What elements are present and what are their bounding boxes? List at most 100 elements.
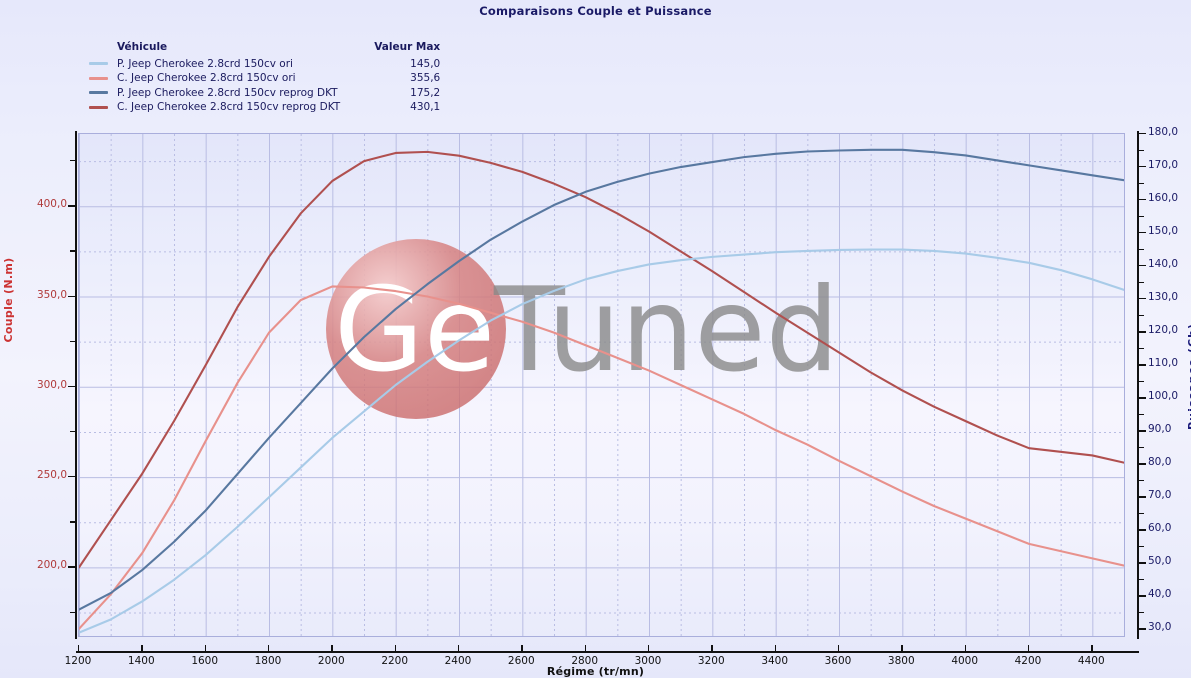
y-axis-left-tick xyxy=(70,160,75,162)
y-axis-right-tick xyxy=(1139,562,1146,564)
y-axis-right-tick xyxy=(1139,298,1146,300)
y-axis-right-tick-label: 90,0 xyxy=(1148,423,1172,436)
y-axis-right-tick xyxy=(1139,364,1146,366)
y-axis-right-tick-label: 140,0 xyxy=(1148,258,1179,271)
legend-table: Véhicule Valeur Max P. Jeep Cherokee 2.8… xyxy=(89,40,440,115)
legend-series-label: P. Jeep Cherokee 2.8crd 150cv reprog DKT xyxy=(117,86,338,99)
y-axis-right-tick xyxy=(1139,347,1144,350)
curves-layer xyxy=(79,148,1124,634)
y-axis-right-tick xyxy=(1139,182,1144,184)
y-axis-left-tick-label: 300,0 xyxy=(36,378,67,391)
x-axis-tick xyxy=(331,645,333,652)
y-axis-left-line xyxy=(75,131,77,639)
y-axis-left-tick-label: 200,0 xyxy=(36,559,67,572)
legend-swatch-cell xyxy=(89,57,117,72)
y-axis-left-tick-label: 350,0 xyxy=(36,288,67,301)
y-axis-right-tick-label: 40,0 xyxy=(1148,588,1172,601)
x-axis-tick-label: 4200 xyxy=(1014,655,1042,667)
legend-header-max: Valeur Max xyxy=(374,41,441,53)
y-axis-right-tick-label: 80,0 xyxy=(1148,456,1172,469)
x-axis-tick-label: 4000 xyxy=(951,655,979,667)
y-axis-right-tick xyxy=(1139,314,1144,316)
legend-color-swatch xyxy=(89,62,108,66)
x-axis-tick xyxy=(1091,645,1093,652)
legend-row[interactable]: C. Jeep Cherokee 2.8crd 150cv reprog DKT… xyxy=(89,100,440,115)
x-axis-tick-label: 1200 xyxy=(64,655,92,667)
y-axis-right-tick-label: 60,0 xyxy=(1148,522,1172,535)
legend-swatch-cell xyxy=(89,100,117,115)
y-axis-right-tick xyxy=(1139,133,1146,135)
y-axis-right-tick xyxy=(1139,149,1144,151)
x-axis-tick-label: 1400 xyxy=(127,655,155,667)
legend-swatch-cell xyxy=(89,71,117,86)
y-axis-right-tick xyxy=(1139,595,1146,597)
y-axis-right-tick-label: 120,0 xyxy=(1148,324,1179,337)
y-axis-right-tick xyxy=(1139,281,1144,283)
x-axis-tick-label: 1800 xyxy=(254,655,282,667)
y-axis-right-tick xyxy=(1139,545,1144,548)
page-title: Comparaisons Couple et Puissance xyxy=(479,4,712,18)
x-axis-tick-label: 1600 xyxy=(191,655,219,667)
y-axis-right-tick xyxy=(1139,413,1144,416)
y-axis-right-tick-label: 170,0 xyxy=(1148,159,1179,171)
y-axis-right-tick-label: 130,0 xyxy=(1148,291,1179,304)
x-axis-tick xyxy=(141,645,143,652)
y-axis-right-tick xyxy=(1139,463,1146,465)
x-axis-tick xyxy=(521,645,523,652)
y-axis-right-tick xyxy=(1139,199,1146,201)
x-axis-tick xyxy=(648,645,650,652)
y-axis-left-tick xyxy=(70,521,75,523)
y-axis-right-tick xyxy=(1139,446,1144,449)
x-axis-tick-label: 3800 xyxy=(887,655,915,667)
x-axis-tick xyxy=(711,645,713,652)
y-axis-left-tick xyxy=(70,611,75,613)
x-axis-tick xyxy=(394,645,397,652)
y-axis-right-tick-label: 70,0 xyxy=(1148,489,1172,502)
legend-header-vehicle: Véhicule xyxy=(117,41,168,53)
legend-row[interactable]: P. Jeep Cherokee 2.8crd 150cv ori 145,0 xyxy=(89,57,440,72)
x-axis-tick xyxy=(584,645,587,652)
y-axis-left-tick xyxy=(68,385,75,388)
x-axis-tick xyxy=(901,645,903,652)
y-axis-left-tick xyxy=(70,250,75,252)
y-axis-right-tick-label: 110,0 xyxy=(1148,357,1179,370)
y-axis-right-tick xyxy=(1139,331,1146,333)
x-axis-tick xyxy=(1028,645,1030,652)
y-axis-right-tick xyxy=(1139,265,1146,267)
x-axis-title: Régime (tr/mn) xyxy=(546,665,645,678)
y-axis-right-tick-label: 160,0 xyxy=(1148,192,1179,205)
y-axis-right-tick xyxy=(1139,166,1146,168)
x-axis-tick xyxy=(268,645,270,652)
y-axis-right-tick xyxy=(1139,232,1146,234)
x-axis-tick xyxy=(204,645,207,652)
y-axis-right-tick xyxy=(1139,479,1144,482)
y-axis-right-tick xyxy=(1139,578,1144,581)
x-axis-line xyxy=(76,651,1139,653)
legend-series-label: P. Jeep Cherokee 2.8crd 150cv ori xyxy=(117,57,293,70)
y-axis-right-tick-label: 50,0 xyxy=(1148,555,1172,568)
legend-row[interactable]: C. Jeep Cherokee 2.8crd 150cv ori 355,6 xyxy=(89,71,440,86)
x-axis-tick-label: 2200 xyxy=(381,655,409,667)
x-axis-tick-label: 3400 xyxy=(761,655,789,667)
legend-row[interactable]: P. Jeep Cherokee 2.8crd 150cv reprog DKT… xyxy=(89,86,440,101)
y-axis-left-tick-label: 400,0 xyxy=(36,198,67,211)
legend-swatch-cell xyxy=(89,86,117,101)
y-axis-right-tick-label: 100,0 xyxy=(1148,390,1179,403)
y-axis-right-tick xyxy=(1139,397,1146,399)
y-axis-right-tick xyxy=(1139,512,1144,515)
legend-series-max: 355,6 xyxy=(410,72,441,84)
x-axis-tick-label: 2000 xyxy=(317,655,345,667)
legend-series-label: C. Jeep Cherokee 2.8crd 150cv ori xyxy=(117,72,296,84)
legend-series-max: 175,2 xyxy=(410,86,441,99)
x-axis-tick-label: 2800 xyxy=(571,655,599,667)
legend-color-swatch xyxy=(89,105,108,109)
x-axis-tick-label: 2400 xyxy=(444,655,472,667)
x-axis-tick xyxy=(458,645,460,652)
legend-color-swatch xyxy=(89,76,108,80)
x-axis-tick xyxy=(78,645,80,652)
y-axis-right-tick xyxy=(1139,496,1146,498)
y-axis-right-tick-label: 180,0 xyxy=(1148,126,1179,138)
y-axis-right-tick xyxy=(1139,529,1146,531)
y-axis-right-tick-label: 30,0 xyxy=(1148,621,1172,634)
